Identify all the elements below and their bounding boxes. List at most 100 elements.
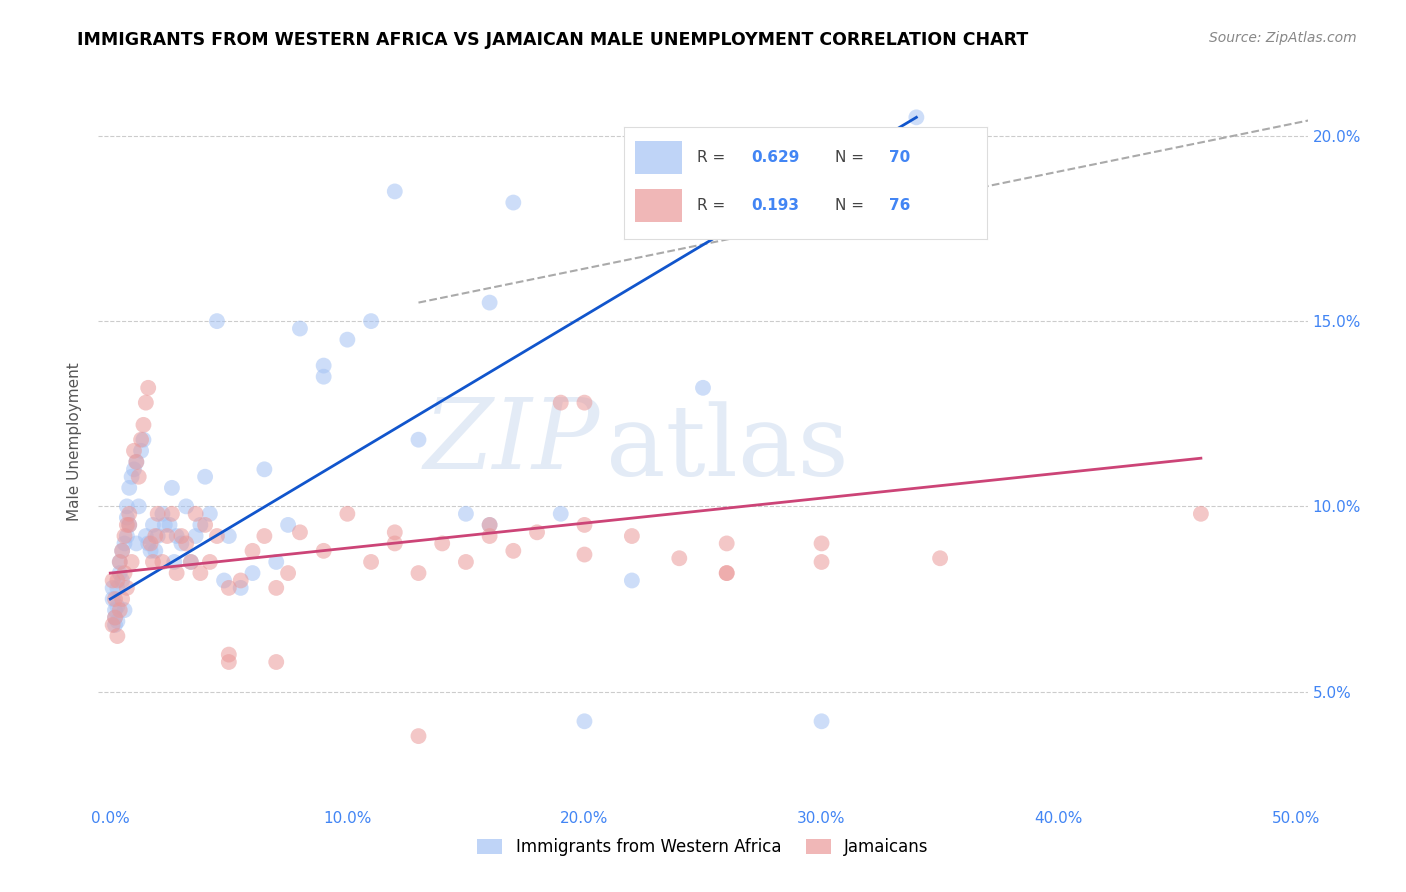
Text: ZIP: ZIP xyxy=(425,394,600,489)
Point xyxy=(264,655,287,669)
Point xyxy=(125,536,148,550)
Point xyxy=(166,566,188,580)
Point xyxy=(136,536,159,550)
Point xyxy=(160,507,183,521)
Text: IMMIGRANTS FROM WESTERN AFRICA VS JAMAICAN MALE UNEMPLOYMENT CORRELATION CHART: IMMIGRANTS FROM WESTERN AFRICA VS JAMAIC… xyxy=(77,31,1029,49)
Point xyxy=(121,555,143,569)
Point xyxy=(218,655,240,669)
Text: Source: ZipAtlas.com: Source: ZipAtlas.com xyxy=(1209,31,1357,45)
Point xyxy=(218,581,240,595)
Point xyxy=(122,462,145,476)
Point xyxy=(574,714,596,729)
Point xyxy=(810,555,832,569)
Point xyxy=(174,500,197,514)
Point xyxy=(526,525,548,540)
Point xyxy=(142,555,165,569)
Point xyxy=(550,507,572,521)
Point xyxy=(253,529,276,543)
Point xyxy=(108,566,131,580)
Point xyxy=(156,529,179,543)
Point xyxy=(502,544,524,558)
Point xyxy=(1189,507,1212,521)
Point xyxy=(170,529,193,543)
Point xyxy=(810,714,832,729)
Point xyxy=(118,517,141,532)
Point xyxy=(408,729,430,743)
Point xyxy=(115,510,138,524)
Point xyxy=(122,443,145,458)
Point xyxy=(550,395,572,409)
Point xyxy=(128,469,150,483)
Point xyxy=(288,321,311,335)
Point xyxy=(574,548,596,562)
Point xyxy=(101,581,124,595)
Point xyxy=(205,529,228,543)
Point xyxy=(108,603,131,617)
Point xyxy=(810,536,832,550)
Point xyxy=(190,517,212,532)
Point xyxy=(384,525,406,540)
Point xyxy=(125,455,148,469)
Point xyxy=(132,433,155,447)
Point xyxy=(277,566,299,580)
Text: atlas: atlas xyxy=(606,401,849,497)
Point xyxy=(136,381,159,395)
Point xyxy=(692,381,714,395)
Point xyxy=(478,517,501,532)
Point xyxy=(104,592,127,607)
Point xyxy=(184,507,207,521)
Point xyxy=(205,314,228,328)
Point xyxy=(104,603,127,617)
Point xyxy=(716,566,738,580)
Point xyxy=(129,443,152,458)
Point xyxy=(105,599,128,614)
Point xyxy=(502,195,524,210)
Point xyxy=(180,555,202,569)
Point xyxy=(190,566,212,580)
Point xyxy=(264,555,287,569)
Point xyxy=(152,507,174,521)
Point xyxy=(264,581,287,595)
Point xyxy=(118,507,141,521)
Point xyxy=(128,500,150,514)
Point xyxy=(104,618,127,632)
Point xyxy=(118,481,141,495)
Point xyxy=(104,610,127,624)
Point xyxy=(105,574,128,588)
Point xyxy=(253,462,276,476)
Point xyxy=(143,544,166,558)
Point xyxy=(212,574,235,588)
Point xyxy=(111,574,134,588)
Point xyxy=(114,566,136,580)
Point xyxy=(108,555,131,569)
Point xyxy=(716,536,738,550)
Point xyxy=(454,507,477,521)
Point xyxy=(454,555,477,569)
Point xyxy=(478,517,501,532)
Point xyxy=(121,469,143,483)
Point xyxy=(118,517,141,532)
Point xyxy=(166,529,188,543)
Point xyxy=(360,314,382,328)
Point xyxy=(218,529,240,543)
Point xyxy=(184,529,207,543)
Point xyxy=(101,618,124,632)
Point xyxy=(115,500,138,514)
Point xyxy=(432,536,454,550)
Point xyxy=(143,529,166,543)
Point xyxy=(312,359,335,373)
Point xyxy=(135,395,157,409)
Point xyxy=(159,517,181,532)
Point xyxy=(111,592,134,607)
Point xyxy=(104,610,127,624)
Point xyxy=(218,648,240,662)
Point xyxy=(152,555,174,569)
Point xyxy=(277,517,299,532)
Point xyxy=(146,529,169,543)
Point xyxy=(288,525,311,540)
Point xyxy=(229,581,252,595)
Point xyxy=(114,603,136,617)
Point xyxy=(115,529,138,543)
Point xyxy=(668,551,690,566)
Point xyxy=(620,529,643,543)
